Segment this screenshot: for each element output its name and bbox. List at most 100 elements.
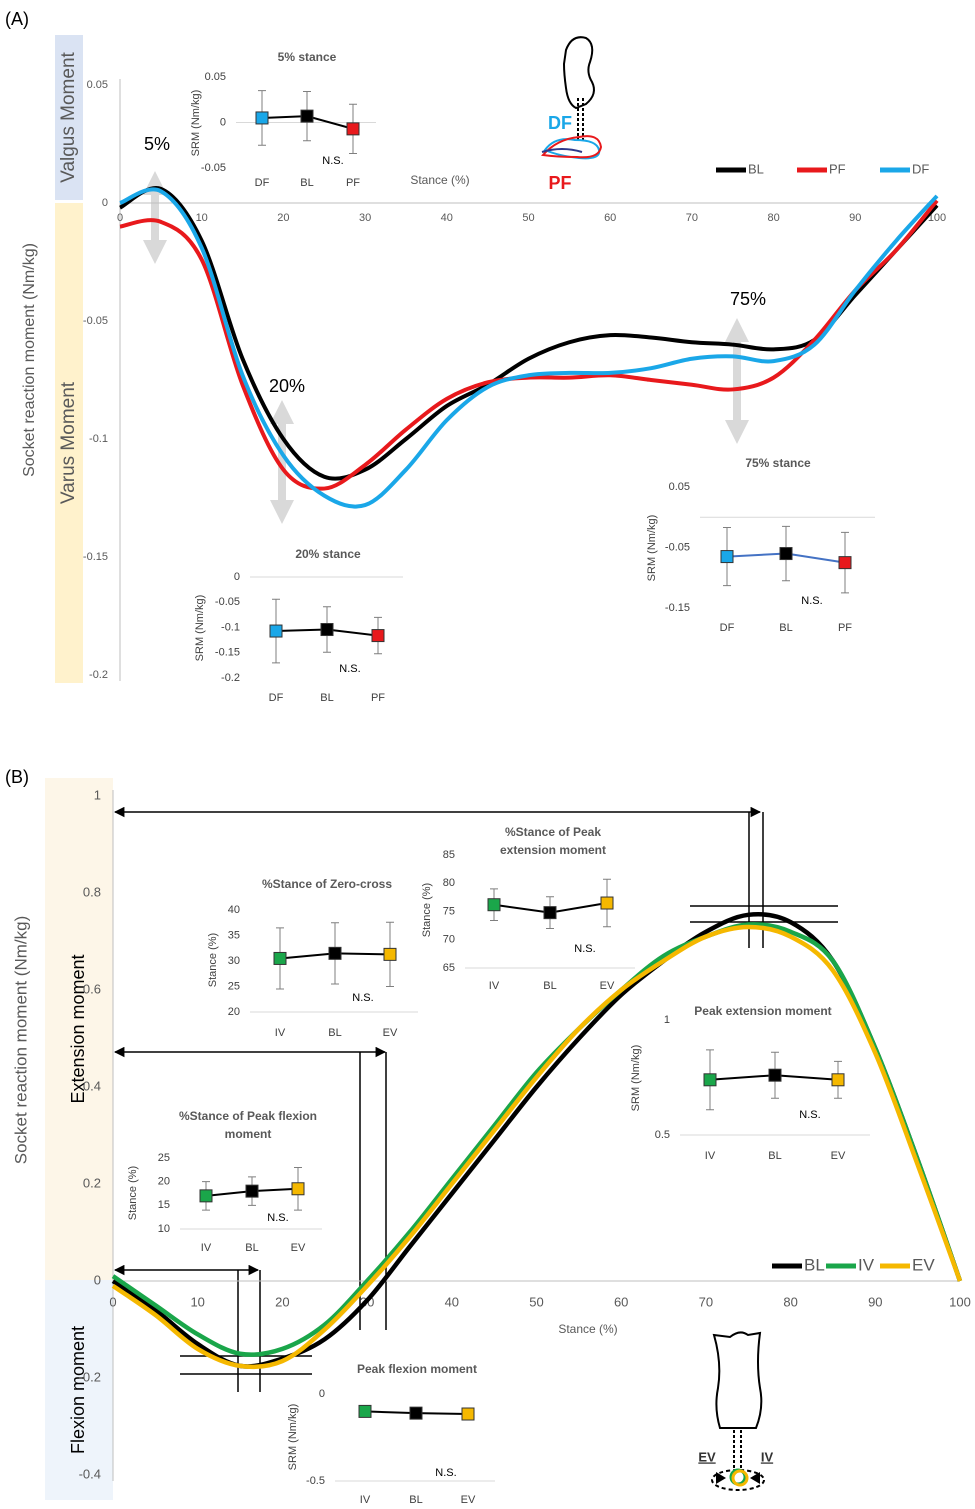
y-tick-label: 25 <box>158 1152 170 1164</box>
x-tick-label: 40 <box>441 212 453 224</box>
mean-marker <box>328 946 342 960</box>
y-tick-label: 25 <box>228 980 240 992</box>
y-axis-title: Socket reaction moment (Nm/kg) <box>11 916 30 1164</box>
y-tick-label: 0.05 <box>87 79 108 91</box>
mean-marker <box>383 947 397 961</box>
region-label: Valgus Moment <box>58 51 79 182</box>
y-tick-label: -0.2 <box>221 672 240 684</box>
x-tick-label: 50 <box>522 212 534 224</box>
y-tick-label: 1 <box>664 1014 670 1026</box>
inset-title-box: Peak flexion moment <box>357 1362 477 1376</box>
prosthesis-diagram-a <box>541 36 603 160</box>
y-tick-label: 35 <box>228 929 240 941</box>
legend-label: IV <box>858 1255 875 1274</box>
y-tick-label: 0 <box>220 116 226 128</box>
x-tick-label: 80 <box>767 212 779 224</box>
significance-note: N.S. <box>799 1109 820 1121</box>
significance-note: N.S. <box>339 663 360 675</box>
mean-marker <box>600 896 614 910</box>
x-tick-label: 50 <box>529 1294 543 1309</box>
inset-title-box: 20% stance <box>295 547 361 561</box>
panel-label: (B) <box>5 767 29 787</box>
mean-marker <box>346 122 360 136</box>
timing-markers <box>113 806 838 1392</box>
y-tick-label: -0.4 <box>79 1466 101 1481</box>
x-tick-label: EV <box>383 1027 398 1039</box>
region-band <box>45 1280 113 1500</box>
y-tick-label: 70 <box>443 934 455 946</box>
y-axis-title: SRM (Nm/kg) <box>646 515 658 582</box>
y-tick-label: 20 <box>158 1176 170 1188</box>
region-label: Varus Moment <box>58 381 79 504</box>
y-axis-title: SRM (Nm/kg) <box>287 1404 299 1471</box>
x-tick-label: IV <box>201 1242 212 1254</box>
y-tick-label: 0 <box>94 1272 101 1287</box>
y-tick-label: 80 <box>443 877 455 889</box>
series-line <box>118 185 939 481</box>
series-line <box>111 922 963 1357</box>
mean-marker <box>703 1073 717 1087</box>
panel-label: (A) <box>5 9 29 29</box>
y-axis-title: Stance (%) <box>421 883 433 937</box>
y-axis-title: SRM (Nm/kg) <box>630 1045 642 1112</box>
x-tick-label: 0 <box>109 1294 116 1309</box>
significance-note: N.S. <box>801 595 822 607</box>
inset-title-box: %Stance of Zero-cross <box>262 877 392 891</box>
significance-note: N.S. <box>322 155 343 167</box>
series-line <box>111 924 963 1370</box>
inset-title: 75% stance <box>745 456 811 470</box>
inset-title: 20% stance <box>295 547 361 561</box>
mean-marker <box>291 1182 305 1196</box>
x-tick-label: 80 <box>783 1294 797 1309</box>
x-tick-label: DF <box>255 177 270 189</box>
x-tick-label: BL <box>300 177 313 189</box>
y-tick-label: -0.5 <box>306 1475 325 1487</box>
y-tick-label: 0.05 <box>205 71 226 83</box>
inset-title: %Stance of Peak extension moment <box>499 825 607 857</box>
x-tick-label: 90 <box>849 212 861 224</box>
y-tick-label: 20 <box>228 1006 240 1018</box>
annotation: 5% <box>144 134 170 154</box>
y-tick-label: 0.2 <box>83 1175 101 1190</box>
x-axis-title: Stance (%) <box>558 1322 617 1336</box>
mean-marker <box>255 111 269 125</box>
y-tick-label: 0.6 <box>83 981 101 996</box>
inset-title: %Stance of Peak flexion moment <box>178 1109 318 1141</box>
diagram-label: EV <box>698 1449 716 1464</box>
region-label: Flexion moment <box>68 1326 88 1454</box>
x-tick-label: BL <box>245 1242 258 1254</box>
y-tick-label: 85 <box>443 849 455 861</box>
x-tick-label: 100 <box>949 1294 971 1309</box>
prosthesis-diagram-b <box>711 1331 765 1491</box>
region-label: Extension moment <box>68 954 88 1103</box>
x-tick-label: BL <box>320 692 333 704</box>
y-tick-label: -0.2 <box>79 1369 101 1384</box>
x-tick-label: EV <box>291 1242 306 1254</box>
x-tick-label: 100 <box>928 212 946 224</box>
legend-label: PF <box>829 161 846 176</box>
diagram-label: DF <box>548 113 572 133</box>
mean-marker <box>409 1406 423 1420</box>
x-tick-label: 10 <box>196 212 208 224</box>
x-tick-label: BL <box>328 1027 341 1039</box>
mean-marker <box>300 109 314 123</box>
x-tick-label: 0 <box>117 212 123 224</box>
mean-marker <box>461 1407 475 1421</box>
x-tick-label: PF <box>371 692 385 704</box>
y-tick-label: 0.5 <box>655 1129 670 1141</box>
x-tick-label: BL <box>543 980 556 992</box>
significance-note: N.S. <box>267 1212 288 1224</box>
y-tick-label: -0.1 <box>89 433 108 445</box>
y-tick-label: -0.05 <box>665 541 690 553</box>
y-tick-label: 30 <box>228 955 240 967</box>
region-band <box>55 35 83 200</box>
y-tick-label: -0.05 <box>215 596 240 608</box>
significance-note: N.S. <box>352 992 373 1004</box>
mean-marker <box>371 629 385 643</box>
diagram-label: IV <box>761 1449 774 1464</box>
y-tick-label: 0.4 <box>83 1078 101 1093</box>
inset-title: 5% stance <box>277 50 337 64</box>
significance-note: N.S. <box>574 943 595 955</box>
mean-marker <box>320 623 334 637</box>
